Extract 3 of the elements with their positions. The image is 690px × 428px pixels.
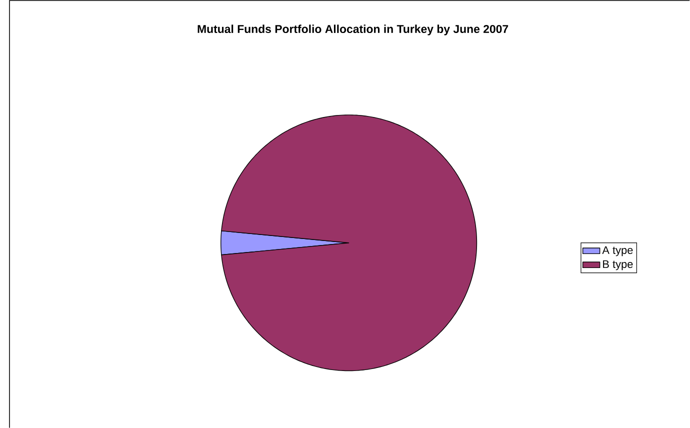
chart-title: Mutual Funds Portfolio Allocation in Turkey by June 2007 [198, 24, 508, 36]
legend-label: A type [602, 246, 633, 256]
legend-label: B type [603, 260, 633, 270]
